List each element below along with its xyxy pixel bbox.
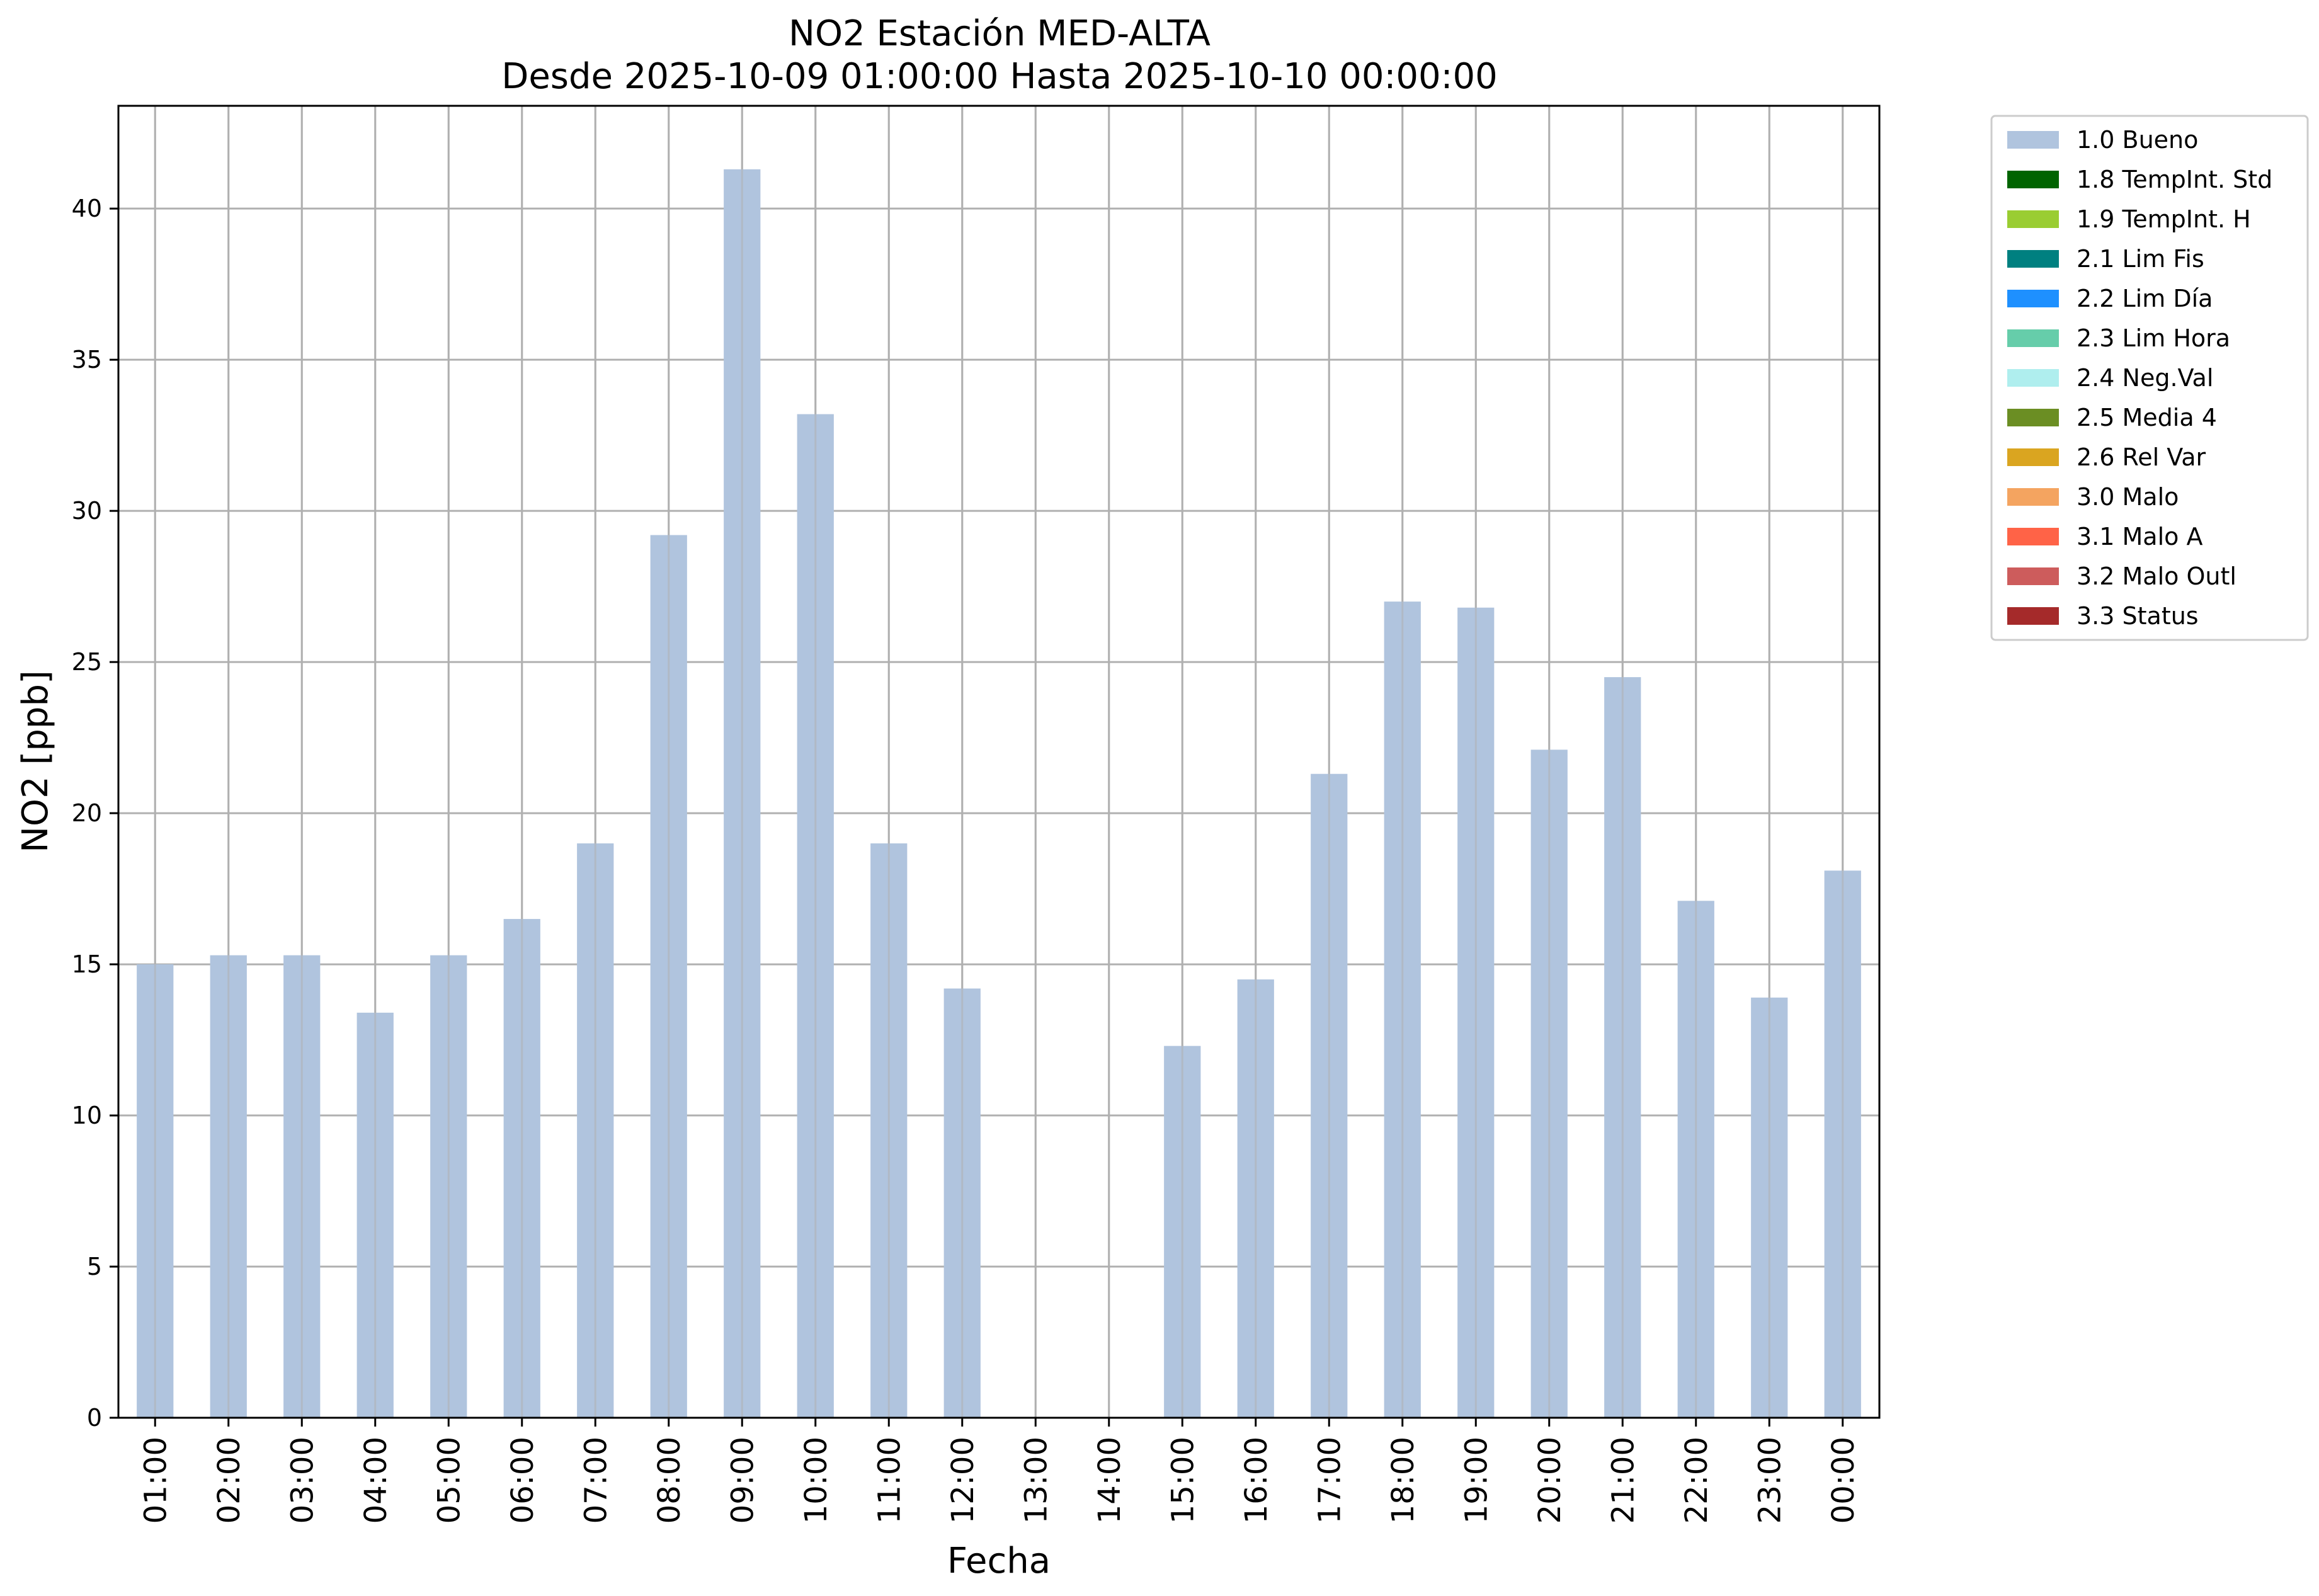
x-tick-label: 21:00 xyxy=(1605,1437,1641,1524)
x-tick-label: 09:00 xyxy=(725,1437,760,1524)
legend-swatch xyxy=(2007,369,2059,387)
y-tick-label: 30 xyxy=(72,497,102,525)
legend-label: 1.0 Bueno xyxy=(2077,126,2198,154)
chart-subtitle: Desde 2025-10-09 01:00:00 Hasta 2025-10-… xyxy=(501,56,1498,97)
x-tick-label: 12:00 xyxy=(945,1437,981,1524)
legend-label: 3.1 Malo A xyxy=(2077,523,2202,550)
grid-lines-over-bars xyxy=(154,106,1844,1418)
legend-label: 1.9 TempInt. H xyxy=(2077,205,2251,233)
legend-swatch xyxy=(2007,488,2059,506)
x-tick-label: 20:00 xyxy=(1532,1437,1568,1524)
legend-swatch xyxy=(2007,171,2059,188)
legend-swatch xyxy=(2007,250,2059,268)
x-tick-label: 17:00 xyxy=(1312,1437,1347,1524)
legend-items: 1.0 Bueno 1.8 TempInt. Std 1.9 TempInt. H 2… xyxy=(2007,126,2272,630)
legend-label: 3.0 Malo xyxy=(2077,483,2179,511)
legend-swatch xyxy=(2007,607,2059,625)
y-tick-label: 15 xyxy=(72,950,102,978)
legend-swatch xyxy=(2007,329,2059,347)
legend-swatch xyxy=(2007,210,2059,228)
y-axis-label: NO2 [ppb] xyxy=(15,670,56,853)
y-tick-label: 5 xyxy=(87,1253,102,1280)
y-tick-label: 20 xyxy=(72,799,102,827)
x-tick-label: 23:00 xyxy=(1752,1437,1787,1524)
legend-swatch xyxy=(2007,131,2059,149)
x-tick-label: 08:00 xyxy=(652,1437,687,1524)
legend-label: 2.2 Lim Día xyxy=(2077,285,2213,312)
y-tick-label: 40 xyxy=(72,195,102,222)
x-tick-label: 15:00 xyxy=(1165,1437,1200,1524)
x-tick-label: 13:00 xyxy=(1018,1437,1054,1524)
legend-swatch xyxy=(2007,448,2059,466)
legend-label: 2.1 Lim Fis xyxy=(2077,245,2204,273)
x-tick-label: 16:00 xyxy=(1239,1437,1274,1524)
x-tick-label: 04:00 xyxy=(358,1437,394,1524)
x-axis-label: Fecha xyxy=(947,1541,1051,1582)
x-tick-label: 22:00 xyxy=(1679,1437,1714,1524)
legend-swatch xyxy=(2007,567,2059,585)
y-tick-label: 25 xyxy=(72,648,102,676)
legend-label: 3.2 Malo Outl xyxy=(2077,562,2236,590)
x-tick-label: 18:00 xyxy=(1386,1437,1421,1524)
x-tick-label: 11:00 xyxy=(872,1437,907,1524)
legend-label: 2.3 Lim Hora xyxy=(2077,324,2230,352)
legend-label: 3.3 Status xyxy=(2077,602,2199,630)
x-axis-ticks: 01:00 02:00 03:00 04:00 05:00 06:00 07:00 08:00… xyxy=(138,1418,1861,1524)
legend-frame xyxy=(1990,115,2309,641)
x-tick-label: 06:00 xyxy=(505,1437,540,1524)
x-tick-label: 01:00 xyxy=(138,1437,173,1524)
legend-label: 1.8 TempInt. Std xyxy=(2077,166,2272,193)
legend-swatch xyxy=(2007,528,2059,545)
chart-title: NO2 Estación MED-ALTA xyxy=(789,13,1211,54)
x-tick-label: 05:00 xyxy=(431,1437,467,1524)
legend-label: 2.4 Neg.Val xyxy=(2077,364,2213,392)
legend-swatch xyxy=(2007,290,2059,307)
legend-label: 2.6 Rel Var xyxy=(2077,443,2206,471)
x-tick-label: 14:00 xyxy=(1092,1437,1127,1524)
legend: 1.0 Bueno 1.8 TempInt. Std 1.9 TempInt. H 2… xyxy=(1990,115,2309,641)
y-tick-label: 0 xyxy=(87,1404,102,1432)
x-tick-label: 00:00 xyxy=(1826,1437,1861,1524)
y-axis-ticks: 0 5 10 15 20 25 30 35 40 xyxy=(72,195,118,1432)
x-tick-label: 19:00 xyxy=(1459,1437,1494,1524)
y-tick-label: 35 xyxy=(72,346,102,373)
x-tick-label: 10:00 xyxy=(799,1437,834,1524)
x-tick-label: 03:00 xyxy=(285,1437,320,1524)
x-tick-label: 02:00 xyxy=(212,1437,247,1524)
y-tick-label: 10 xyxy=(72,1102,102,1129)
x-tick-label: 07:00 xyxy=(578,1437,613,1524)
legend-swatch xyxy=(2007,409,2059,426)
legend-label: 2.5 Media 4 xyxy=(2077,404,2217,431)
plot-area-frame xyxy=(117,105,1881,1419)
